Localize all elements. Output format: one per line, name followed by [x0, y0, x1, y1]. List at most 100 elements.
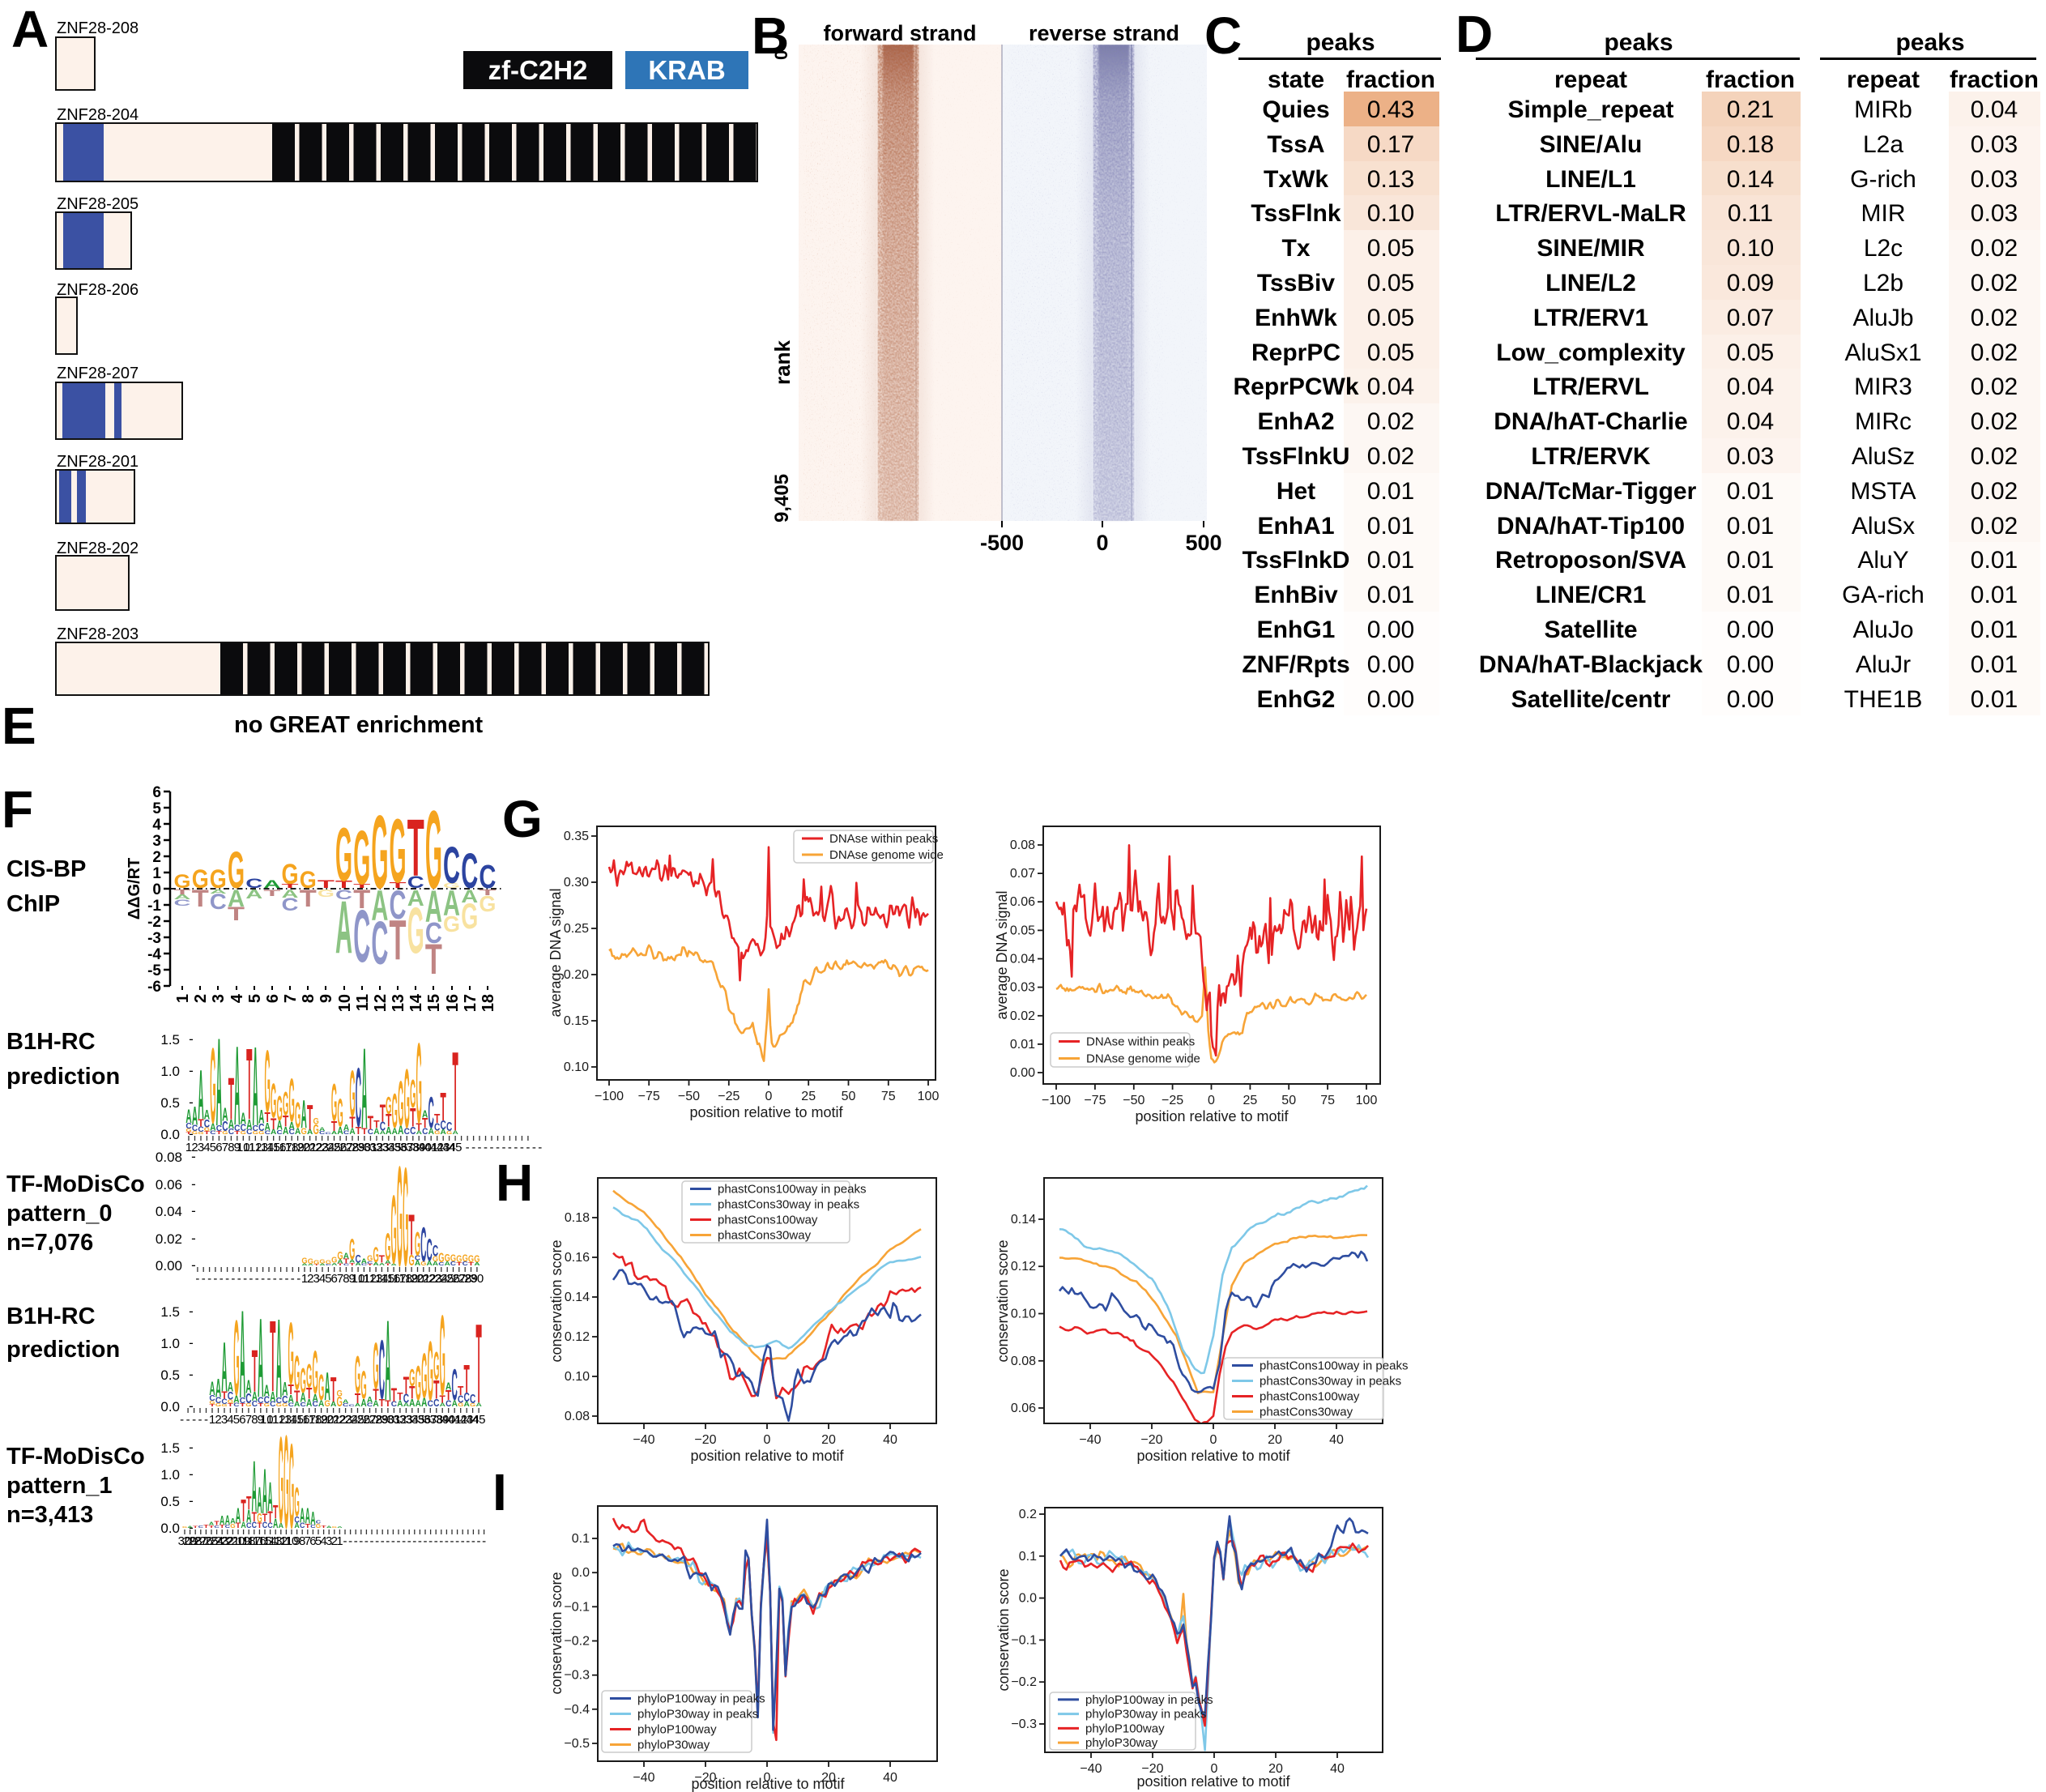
svg-text:T: T: [288, 1382, 295, 1398]
svg-text:G: G: [416, 1357, 421, 1411]
svg-text:A: A: [174, 894, 192, 901]
svg-text:C: C: [367, 1402, 373, 1408]
svg-text:C: C: [461, 843, 478, 899]
svg-text:T: T: [349, 1263, 356, 1267]
svg-text:-: -: [434, 1534, 438, 1548]
svg-text:A: A: [301, 1264, 307, 1267]
svg-text:T: T: [386, 1111, 391, 1131]
svg-text:20: 20: [1268, 1433, 1282, 1447]
svg-text:4: 4: [319, 1272, 326, 1286]
svg-text:A: A: [279, 1521, 284, 1530]
svg-text:average DNA signal: average DNA signal: [994, 890, 1010, 1019]
svg-text:C: C: [204, 1118, 210, 1130]
svg-text:11: 11: [243, 1141, 256, 1154]
svg-text:-: -: [526, 1141, 530, 1154]
svg-text:G: G: [391, 1176, 397, 1285]
svg-text:position relative to motif: position relative to motif: [690, 1448, 844, 1464]
svg-text:T: T: [452, 1027, 458, 1154]
svg-text:20: 20: [821, 1433, 836, 1447]
svg-text:-: -: [439, 1534, 443, 1548]
svg-text:A: A: [294, 1521, 300, 1530]
svg-text:A: A: [330, 1400, 337, 1408]
svg-text:G: G: [443, 912, 460, 937]
svg-text:23: 23: [339, 1413, 352, 1427]
svg-text:T: T: [270, 1299, 275, 1413]
svg-text:50: 50: [1281, 1094, 1296, 1107]
svg-text:G: G: [295, 1094, 301, 1136]
svg-text:37: 37: [400, 1141, 414, 1154]
svg-text:39: 39: [436, 1413, 450, 1427]
svg-text:0: 0: [1210, 1433, 1217, 1447]
svg-text:T: T: [425, 934, 442, 983]
svg-text:C: C: [445, 1399, 452, 1409]
svg-text:26: 26: [334, 1141, 347, 1154]
svg-text:G: G: [420, 1261, 427, 1267]
svg-text:G: G: [331, 1255, 337, 1265]
svg-text:A: A: [356, 1262, 362, 1267]
svg-text:-: -: [225, 1272, 229, 1286]
svg-text:G: G: [434, 1130, 440, 1136]
svg-text:-: -: [381, 1534, 385, 1548]
svg-text:A: A: [361, 1257, 368, 1265]
svg-text:19: 19: [314, 1413, 328, 1427]
svg-text:A: A: [294, 1400, 301, 1408]
svg-text:T: T: [246, 1492, 252, 1513]
svg-text:100: 100: [918, 1090, 940, 1103]
svg-text:16: 16: [296, 1413, 310, 1427]
svg-text:5: 5: [233, 1413, 240, 1427]
svg-text:A: A: [187, 1525, 193, 1529]
svg-text:G: G: [446, 1131, 452, 1136]
svg-text:T: T: [228, 903, 245, 925]
svg-text:A: A: [282, 887, 299, 900]
svg-text:0.20: 0.20: [564, 968, 589, 982]
svg-text:average DNA signal: average DNA signal: [548, 888, 564, 1017]
svg-text:0.5: 0.5: [160, 1367, 180, 1383]
svg-text:17: 17: [247, 1534, 261, 1548]
svg-text:0.10: 0.10: [1011, 1308, 1036, 1321]
svg-text:-: -: [213, 1272, 217, 1286]
svg-text:17: 17: [393, 1272, 407, 1286]
svg-text:T: T: [368, 1111, 373, 1133]
svg-text:A: A: [198, 1056, 203, 1135]
svg-text:0.1: 0.1: [1019, 1550, 1037, 1564]
svg-text:-: -: [397, 1534, 401, 1548]
svg-text:ΔΔG/RT: ΔΔG/RT: [126, 858, 143, 920]
svg-text:DNAse within peaks: DNAse within peaks: [829, 832, 938, 846]
svg-text:G: G: [462, 1253, 468, 1264]
svg-text:T: T: [203, 1525, 209, 1530]
svg-text:T: T: [385, 1399, 391, 1409]
svg-text:A: A: [324, 1365, 330, 1410]
svg-text:phastCons100way in peaks: phastCons100way in peaks: [1260, 1359, 1408, 1373]
svg-text:-: -: [490, 1141, 494, 1154]
svg-text:12: 12: [274, 1534, 288, 1548]
svg-text:C: C: [348, 1405, 354, 1407]
svg-text:A: A: [253, 1022, 258, 1150]
svg-text:-: -: [192, 1413, 196, 1427]
svg-text:8: 8: [343, 1272, 349, 1286]
svg-text:C: C: [316, 1521, 322, 1525]
svg-text:0.0: 0.0: [1019, 1592, 1037, 1606]
svg-text:C: C: [379, 1322, 385, 1417]
svg-text:-: -: [482, 1534, 486, 1548]
svg-text:−25: −25: [1162, 1094, 1183, 1107]
svg-text:A: A: [252, 1389, 258, 1404]
svg-text:−50: −50: [1123, 1094, 1144, 1107]
svg-text:A: A: [230, 1517, 236, 1525]
svg-text:conservation score: conservation score: [548, 1239, 565, 1362]
svg-text:29: 29: [464, 1272, 478, 1286]
svg-text:C: C: [343, 1403, 349, 1408]
svg-text:T: T: [306, 1386, 312, 1403]
svg-text:C: C: [438, 1262, 445, 1267]
svg-text:A: A: [228, 1380, 233, 1394]
svg-text:C: C: [367, 1261, 373, 1265]
svg-text:-: -: [189, 1398, 194, 1414]
svg-text:A: A: [360, 1397, 367, 1410]
svg-text:A: A: [267, 1474, 272, 1521]
svg-text:-: -: [231, 1272, 235, 1286]
svg-text:40: 40: [1329, 1433, 1344, 1447]
svg-text:21: 21: [226, 1534, 240, 1548]
svg-text:-: -: [189, 1367, 194, 1382]
svg-text:-: -: [220, 1272, 224, 1286]
svg-text:C: C: [245, 1390, 252, 1406]
svg-text:0.15: 0.15: [564, 1014, 589, 1028]
